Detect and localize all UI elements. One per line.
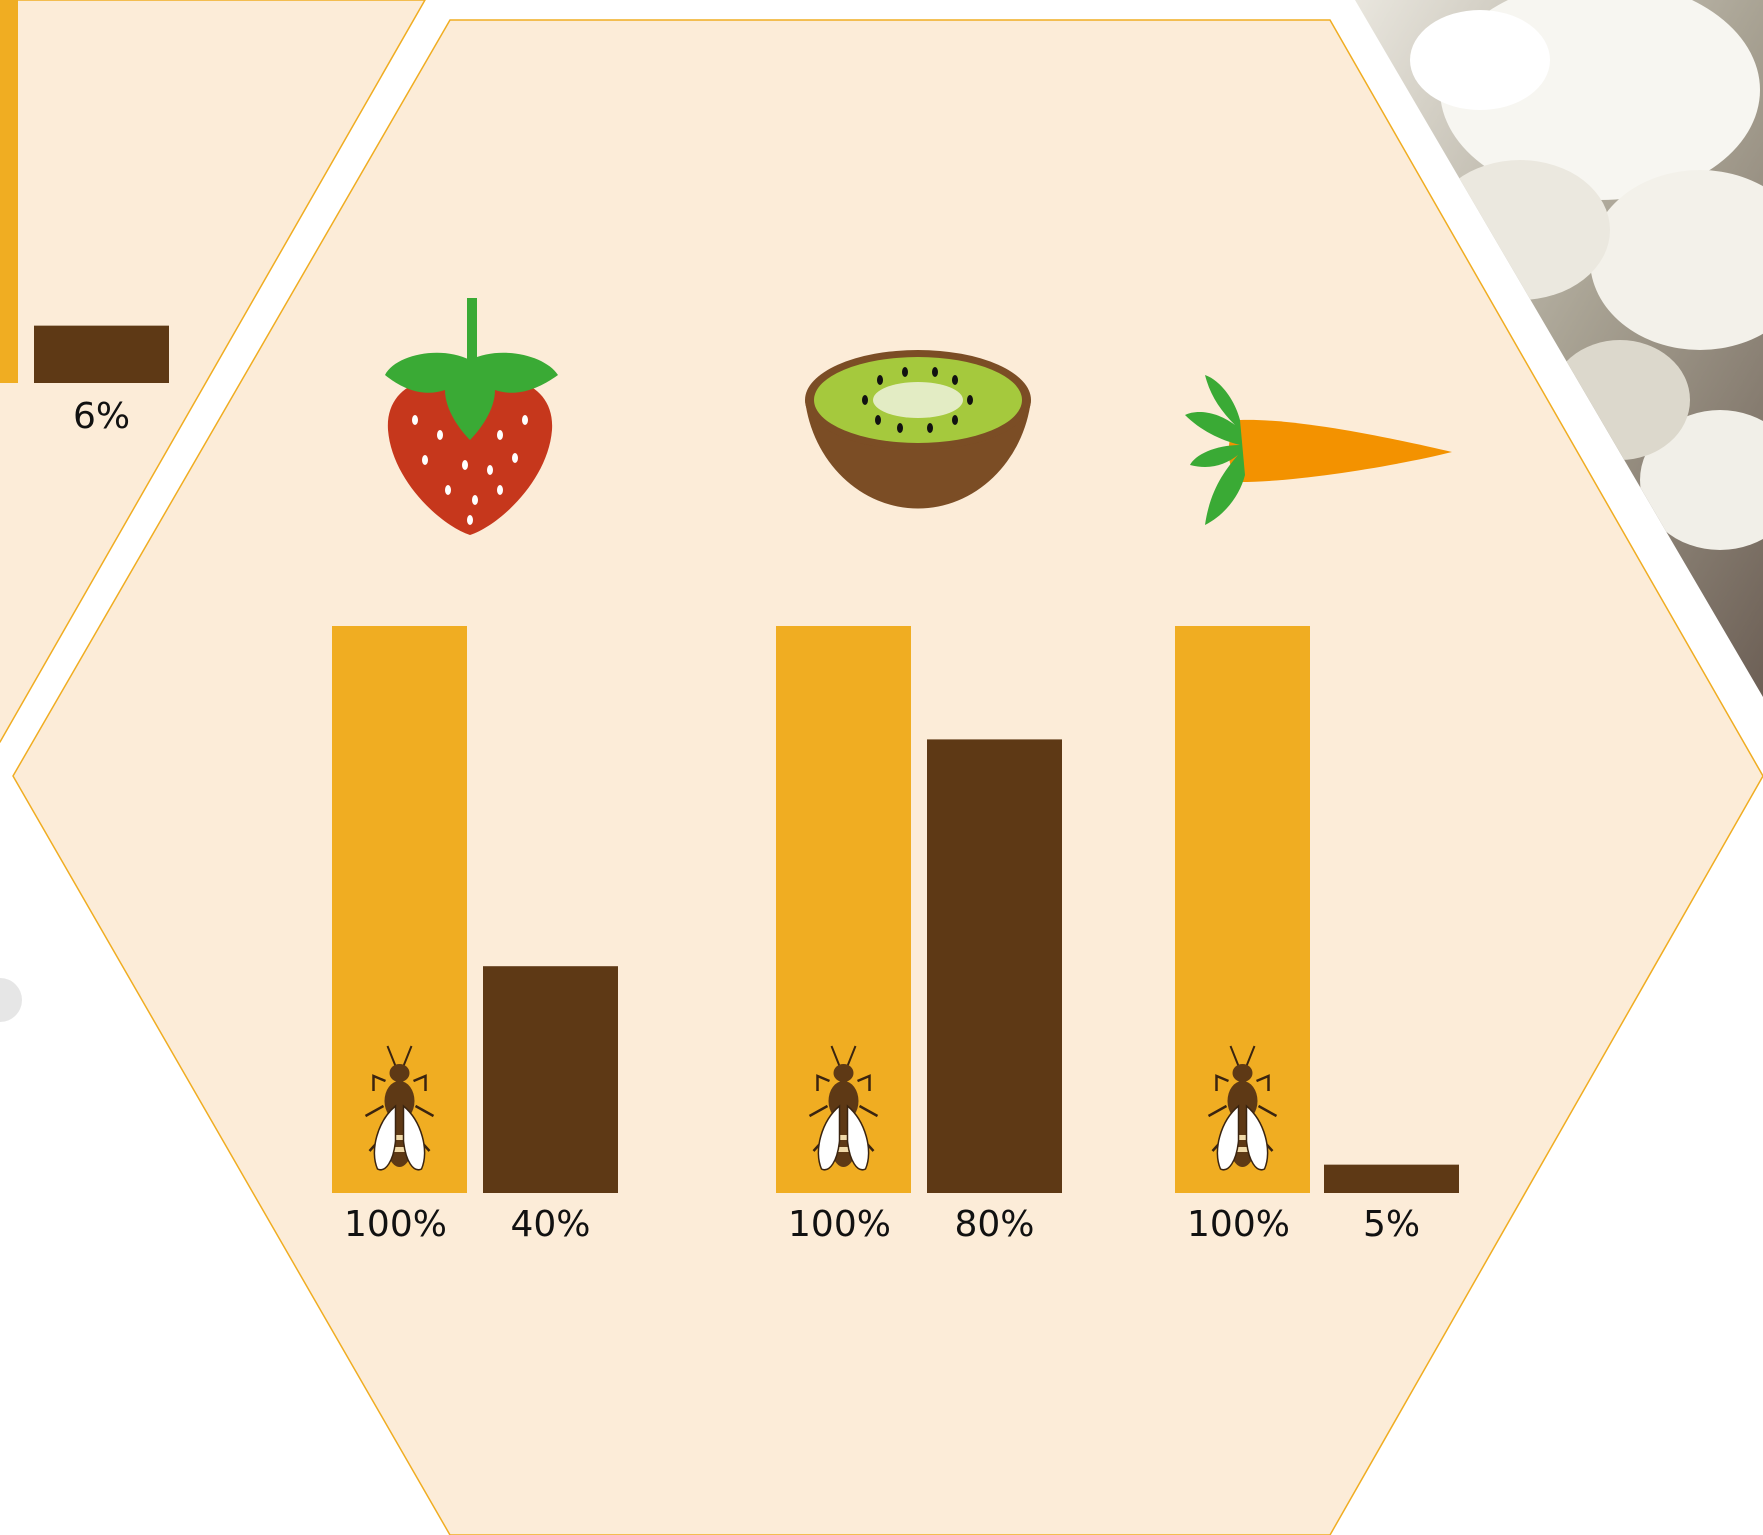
nav-dot — [0, 978, 22, 1022]
bar — [0, 0, 18, 383]
value-label: 5% — [1363, 1204, 1420, 1245]
value-label: 80% — [954, 1204, 1034, 1245]
carrot-icon — [1185, 375, 1452, 525]
bar — [927, 739, 1062, 1193]
value-label: 40% — [510, 1204, 590, 1245]
value-label: 6% — [73, 396, 130, 437]
bar — [1324, 1164, 1459, 1193]
kiwi-icon — [805, 350, 1031, 509]
bar — [34, 325, 169, 383]
value-label: 100% — [344, 1204, 447, 1245]
bars: 6% 100% 100% 100% 40% 80% 5% — [0, 0, 1459, 1245]
value-label: 100% — [1187, 1204, 1290, 1245]
strawberry-icon — [385, 298, 558, 535]
bar — [483, 966, 618, 1193]
hexagon-left — [0, 0, 426, 743]
value-label: 100% — [788, 1204, 891, 1245]
flower-photo — [1355, 0, 1763, 697]
